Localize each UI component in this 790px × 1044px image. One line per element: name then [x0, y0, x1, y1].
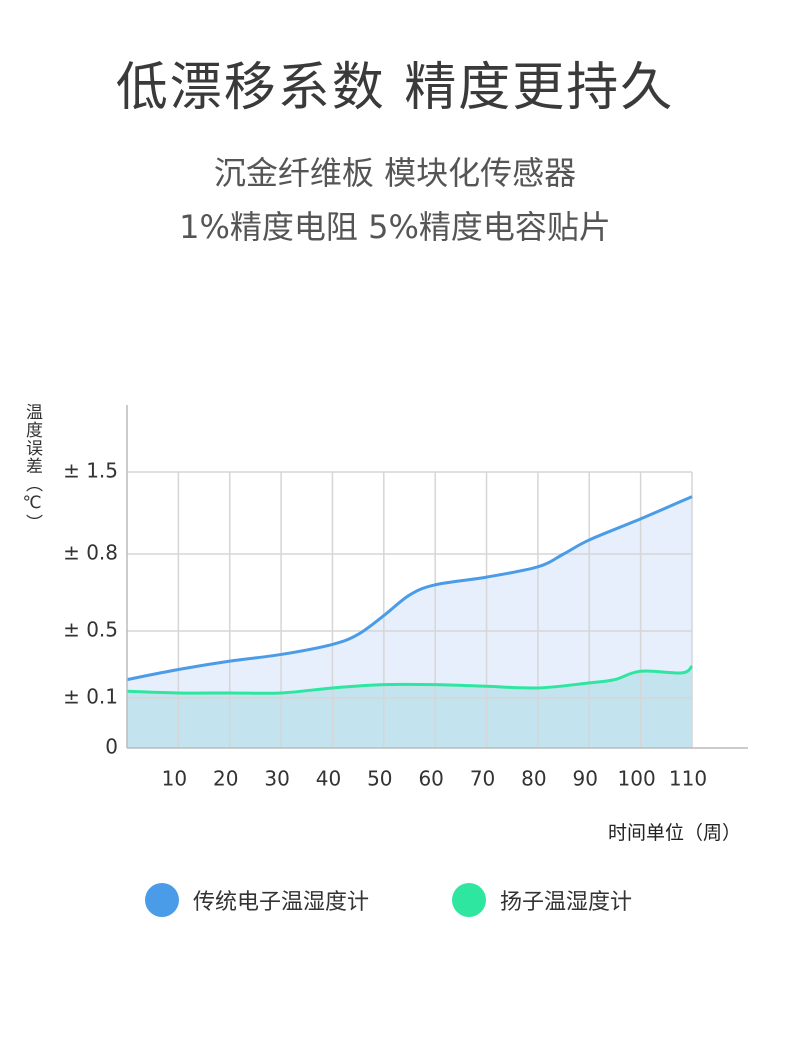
area: [127, 666, 692, 748]
legend-item: 扬子温湿度计: [452, 883, 632, 917]
y-tick-label: ± 0.8: [63, 541, 118, 565]
title: 低漂移系数 精度更持久: [115, 58, 675, 118]
x-axis-label: 时间单位（周）: [608, 822, 742, 844]
legend-swatch: [145, 883, 179, 917]
subtitle: 沉金纤维板 模块化传感器: [213, 154, 577, 192]
line: [126, 664, 694, 695]
y-tick-label: ± 0.5: [63, 618, 118, 642]
x-tick-label: 90: [573, 767, 598, 791]
legend-swatch: [452, 883, 486, 917]
x-tick-label: 30: [264, 767, 289, 791]
y-tick-label: ± 0.1: [63, 685, 118, 709]
x-tick-label: 70: [470, 767, 495, 791]
x-tick-label: 110: [669, 767, 707, 791]
legend-label: 传统电子温湿度计: [193, 890, 370, 915]
y-tick-label: ± 1.5: [63, 459, 118, 483]
line: [126, 495, 693, 682]
area: [127, 496, 692, 748]
legend-label: 扬子温湿度计: [500, 890, 633, 915]
legend-item: 传统电子温湿度计: [145, 883, 369, 917]
x-tick-label: 20: [213, 767, 238, 791]
x-tick-label: 50: [367, 767, 392, 791]
x-tick-label: 100: [618, 767, 656, 791]
y-axis-label: 温度误差（℃）: [22, 403, 42, 532]
x-tick-label: 10: [162, 767, 187, 791]
x-tick-label: 40: [316, 767, 341, 791]
subtitle: 1%精度电阻 5%精度电容贴片: [179, 208, 611, 246]
y-tick-label: 0: [105, 735, 118, 759]
x-tick-label: 80: [521, 767, 546, 791]
x-tick-label: 60: [418, 767, 443, 791]
